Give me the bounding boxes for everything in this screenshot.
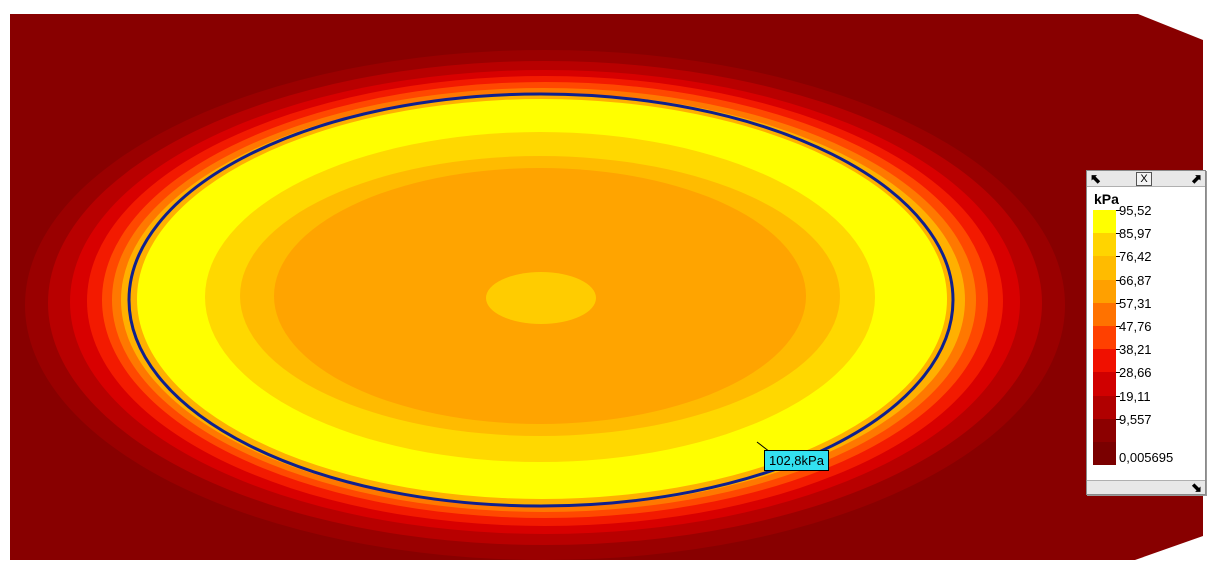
legend-swatch [1093,418,1116,442]
legend-level-label: 38,21 [1119,342,1152,358]
center-spot [486,272,596,324]
resize-ne-icon[interactable]: ⬈ [1191,171,1202,186]
legend-level-label: 0,005695 [1119,449,1174,465]
isoline-102-8[interactable] [127,92,955,508]
legend-swatch [1093,279,1116,303]
isoline-value-callout: 102,8kPa [764,450,829,471]
color-legend-panel[interactable]: ⬉ X ⬈ kPa 95,52 85,97 76,42 66,87 57,31 47,76… [1086,170,1206,495]
legend-swatch [1093,325,1116,350]
legend-swatch [1093,233,1116,257]
legend-swatch [1093,210,1116,234]
legend-footer: ⬊ [1087,480,1205,495]
resize-se-icon[interactable]: ⬊ [1191,480,1202,495]
legend-level-label: 28,66 [1119,365,1152,381]
legend-level-label: 57,31 [1119,295,1152,311]
legend-tick [1116,210,1120,211]
legend-level-row: 47,76 [1087,319,1205,350]
legend-level-label: 85,97 [1119,226,1152,242]
legend-level-row: 57,31 [1087,296,1205,326]
legend-level-label: 66,87 [1119,272,1152,288]
legend-tick [1116,302,1120,304]
legend-swatch [1093,302,1116,326]
legend-swatch [1093,441,1116,466]
legend-level-row: 95,52 [1087,203,1205,234]
legend-level-row: 85,97 [1087,226,1205,257]
legend-tick [1116,279,1120,281]
legend-unit: kPa [1094,191,1119,207]
legend-close-button[interactable]: X [1136,172,1152,186]
legend-level-label: 95,52 [1119,203,1152,218]
legend-level-row: 66,87 [1087,273,1205,303]
legend-scale: 95,52 85,97 76,42 66,87 57,31 47,76 38,21 28,66… [1087,203,1205,466]
legend-level-row: 19,11 [1087,389,1205,419]
legend-swatch [1093,395,1116,419]
legend-level-row: 9,557 [1087,412,1205,442]
legend-titlebar[interactable]: ⬉ X ⬈ [1087,171,1205,187]
legend-tick [1116,325,1120,327]
legend-tick [1116,372,1120,374]
legend-level-row: 28,66 [1087,365,1205,396]
legend-level-row: 0,005695 [1087,441,1205,466]
legend-level-label: 76,42 [1119,249,1152,265]
legend-swatch [1093,372,1116,396]
legend-swatch [1093,349,1116,373]
legend-level-label: 19,11 [1119,388,1151,404]
legend-level-row: 38,21 [1087,342,1205,373]
legend-swatch [1093,256,1116,280]
legend-tick [1116,418,1120,420]
legend-level-label: 9,557 [1119,411,1152,427]
legend-tick [1116,233,1120,235]
legend-tick [1116,256,1120,258]
legend-level-row: 76,42 [1087,249,1205,280]
legend-level-label: 47,76 [1119,318,1152,334]
legend-tick [1116,349,1120,351]
legend-tick [1116,395,1120,397]
resize-nw-icon[interactable]: ⬉ [1090,171,1101,186]
